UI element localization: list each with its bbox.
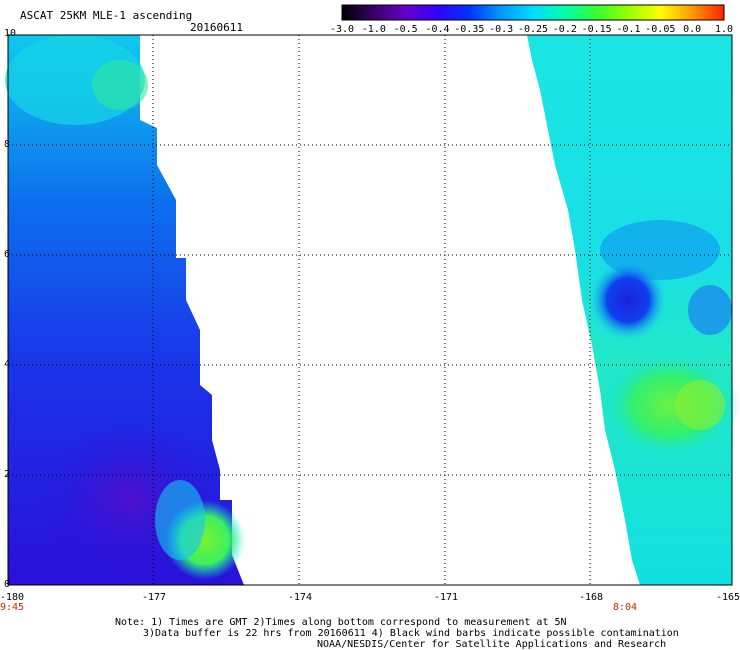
colorbar-tick-label: -0.5 bbox=[393, 24, 418, 35]
note-line-3: NOAA/NESDIS/Center for Satellite Applica… bbox=[317, 639, 667, 650]
gridlines bbox=[8, 35, 732, 585]
right-swath bbox=[527, 35, 740, 585]
colorbar-tick-label: -0.2 bbox=[552, 24, 577, 35]
colorbar bbox=[341, 4, 725, 21]
colorbar-tick-label: -3.0 bbox=[329, 24, 355, 35]
colorbar-tick-label: -0.15 bbox=[581, 24, 612, 35]
product-date: 20160611 bbox=[190, 21, 243, 34]
x-tick-label: -171 bbox=[434, 592, 459, 603]
y-tick-label: 6 bbox=[4, 249, 11, 260]
note-line-2: 3)Data buffer is 22 hrs from 20160611 4)… bbox=[143, 628, 679, 639]
product-title: ASCAT 25KM MLE-1 ascending bbox=[20, 9, 193, 22]
pass-time-right: 8:04 bbox=[613, 602, 638, 613]
colorbar-ramp bbox=[341, 4, 725, 21]
map-frame bbox=[7, 34, 733, 586]
colorbar-tick-label: -0.4 bbox=[425, 24, 450, 35]
left-swath bbox=[5, 35, 245, 585]
y-tick-label: 8 bbox=[4, 139, 11, 150]
colorbar-tick-label: 1.0 bbox=[714, 24, 734, 35]
x-tick-label: -174 bbox=[288, 592, 313, 603]
colorbar-tick-label: -0.05 bbox=[645, 24, 676, 35]
colorbar-tick-label: -0.3 bbox=[489, 24, 514, 35]
y-tick-label: 0 bbox=[4, 579, 11, 590]
note-line-1: Note: 1) Times are GMT 2)Times along bot… bbox=[115, 617, 567, 628]
pass-time-left: 9:45 bbox=[0, 602, 25, 613]
colorbar-tick-label: -0.25 bbox=[517, 24, 549, 35]
colorbar-tick-label: -0.1 bbox=[616, 24, 641, 35]
x-tick-label: -180 bbox=[0, 592, 25, 603]
colorbar-tick-label: 0.0 bbox=[683, 24, 702, 35]
colorbar-tick-label: -1.0 bbox=[361, 24, 386, 35]
y-tick-label: 4 bbox=[4, 359, 11, 370]
x-tick-label: -168 bbox=[579, 592, 604, 603]
y-tick-label: 2 bbox=[4, 469, 11, 480]
x-tick-label: -165 bbox=[716, 592, 740, 603]
colorbar-tick-label: -0.35 bbox=[454, 24, 485, 35]
y-tick-label: 10 bbox=[4, 28, 17, 39]
x-tick-label: -177 bbox=[142, 592, 167, 603]
